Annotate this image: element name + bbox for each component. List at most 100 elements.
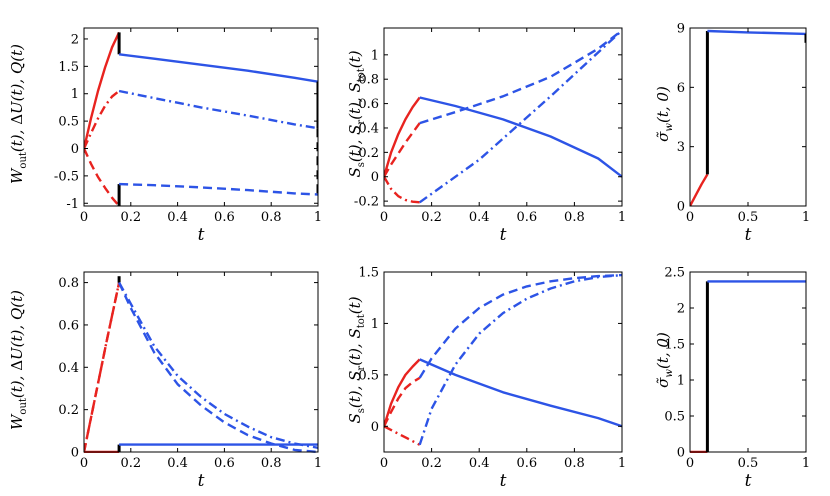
x-tick-label: 0.8: [261, 456, 282, 471]
x-tick-label: 0.6: [214, 456, 235, 471]
svg-text:σ̃w(t, 0): σ̃w(t, 0): [654, 86, 675, 142]
series-line-4: [419, 29, 622, 204]
x-tick-label: 0.2: [421, 210, 442, 225]
y-tick-label: 0.5: [664, 410, 685, 425]
panel-bottom-right: σ̃w(t, 0) 0 0.5 100.511.522.5t: [654, 266, 810, 492]
x-tick-label: 0.2: [421, 456, 442, 471]
svg-text:Wout(t), ΔU(t), Q(t): Wout(t), ΔU(t), Q(t): [8, 44, 29, 184]
series-group: [690, 280, 806, 453]
y-tick-label: 0: [71, 142, 79, 157]
x-tick-label: 0.8: [564, 456, 585, 471]
series-line-6: [118, 282, 318, 449]
x-tick-label: 0: [380, 456, 388, 471]
series-group: [690, 29, 806, 207]
y-tick-label: 0.8: [358, 73, 379, 88]
series-line-4: [418, 273, 622, 446]
y-tick-label: 1.5: [58, 60, 79, 75]
x-tick-label: 0: [80, 210, 88, 225]
y-tick-label: 1: [677, 374, 685, 389]
series-line-3: [419, 96, 622, 178]
x-tick-label: 0.4: [469, 456, 490, 471]
y-tick-label: 2: [677, 302, 685, 317]
y-tick-label: 2.5: [664, 266, 685, 281]
y-tick-label: 0.2: [358, 146, 379, 161]
x-tick-label: 0.5: [738, 456, 759, 471]
y-tick-label: -1: [66, 197, 79, 212]
y-tick-label: 1.5: [358, 266, 379, 281]
plot-frame: [83, 271, 319, 453]
x-tick-label: 1: [618, 210, 626, 225]
y-tick-label: 0.5: [358, 368, 379, 383]
series-line-0: [384, 96, 421, 178]
y-tick-label: 0.2: [58, 403, 79, 418]
series-line-2: [384, 122, 421, 178]
series-group: [84, 31, 318, 207]
x-tick-label: 0.4: [167, 210, 188, 225]
x-tick-label: 1: [802, 210, 810, 225]
series-line-2: [384, 376, 421, 427]
series-group: [384, 29, 622, 204]
x-axis-label: t: [745, 225, 752, 245]
ylabel-bottom-left: Wout(t), ΔU(t), Q(t): [8, 290, 29, 430]
series-group: [384, 273, 622, 446]
series-line-7: [119, 182, 318, 196]
x-axis-label: t: [198, 225, 205, 245]
y-tick-label: 0: [677, 200, 685, 215]
series-line-0: [690, 173, 709, 207]
plot-frame: [83, 27, 319, 207]
svg-text:Ss(t), Sr(t), Stot(t): Ss(t), Sr(t), Stot(t): [346, 296, 367, 423]
series-line-5: [118, 53, 318, 83]
x-tick-label: 0: [380, 210, 388, 225]
x-axis-label: t: [500, 225, 507, 245]
series-line-2: [84, 148, 121, 207]
y-tick-label: 3: [677, 140, 685, 155]
y-tick-label: 1.5: [664, 338, 685, 353]
series-line-6: [118, 89, 318, 130]
series-line-2: [84, 282, 121, 453]
series-line-7: [118, 282, 318, 453]
x-tick-label: 1: [314, 210, 322, 225]
series-line-5: [418, 273, 622, 379]
y-tick-label: 0.5: [58, 115, 79, 130]
x-tick-label: 1: [618, 456, 626, 471]
x-axis-label: t: [500, 471, 507, 491]
svg-text:Wout(t), ΔU(t), Q(t): Wout(t), ΔU(t), Q(t): [8, 290, 29, 430]
x-tick-label: 0.2: [120, 456, 141, 471]
x-tick-label: 0: [686, 210, 694, 225]
plot-frame: [383, 27, 623, 207]
y-tick-label: 0.4: [58, 361, 79, 376]
series-line-0: [384, 358, 421, 427]
x-tick-label: 0.6: [214, 210, 235, 225]
y-tick-label: 0: [371, 170, 379, 185]
x-tick-label: 0.2: [120, 210, 141, 225]
x-tick-label: 0.6: [516, 456, 537, 471]
x-tick-label: 0: [686, 456, 694, 471]
series-line-3: [419, 358, 622, 428]
x-tick-label: 0.6: [516, 210, 537, 225]
y-tick-label: 0.6: [358, 97, 379, 112]
series-group: [84, 276, 318, 453]
y-tick-label: 0.6: [58, 318, 79, 333]
x-tick-label: 1: [802, 456, 810, 471]
series-line-2: [707, 29, 806, 36]
x-tick-label: 0.4: [469, 210, 490, 225]
panel-top-left: Wout(t), ΔU(t), Q(t) 0 0.2 0.4 0.6 0.8 1 -1 -0.…: [8, 27, 322, 245]
y-tick-label: 1: [371, 48, 379, 63]
y-tick-label: 0: [677, 446, 685, 461]
panel-bottom-mid: Ss(t), Sr(t), Stot(t) 0 0.2 0.4 0.6 0.8 1 0 0.5…: [346, 266, 626, 492]
plot-frame: [383, 271, 623, 453]
series-line-0: [84, 31, 121, 149]
y-tick-label: -0.2: [354, 195, 379, 210]
y-tick-label: 0: [371, 420, 379, 435]
x-tick-label: 1: [314, 456, 322, 471]
series-line-1: [84, 90, 120, 149]
y-tick-label: 0.8: [58, 276, 79, 291]
panel-top-mid: Ss(t), Sr(t), Stot(t) 0 0.2 0.4 0.6 0.8 1-0.2…: [346, 27, 626, 245]
y-tick-label: 2: [71, 32, 79, 47]
x-tick-label: 0.4: [167, 456, 188, 471]
y-tick-label: 6: [677, 81, 685, 96]
panel-bottom-left: Wout(t), ΔU(t), Q(t) 0 0.2 0.4 0.6 0.8 1 0 0.2 0…: [8, 271, 322, 491]
x-tick-label: 0: [80, 456, 88, 471]
series-line-1: [384, 425, 421, 446]
